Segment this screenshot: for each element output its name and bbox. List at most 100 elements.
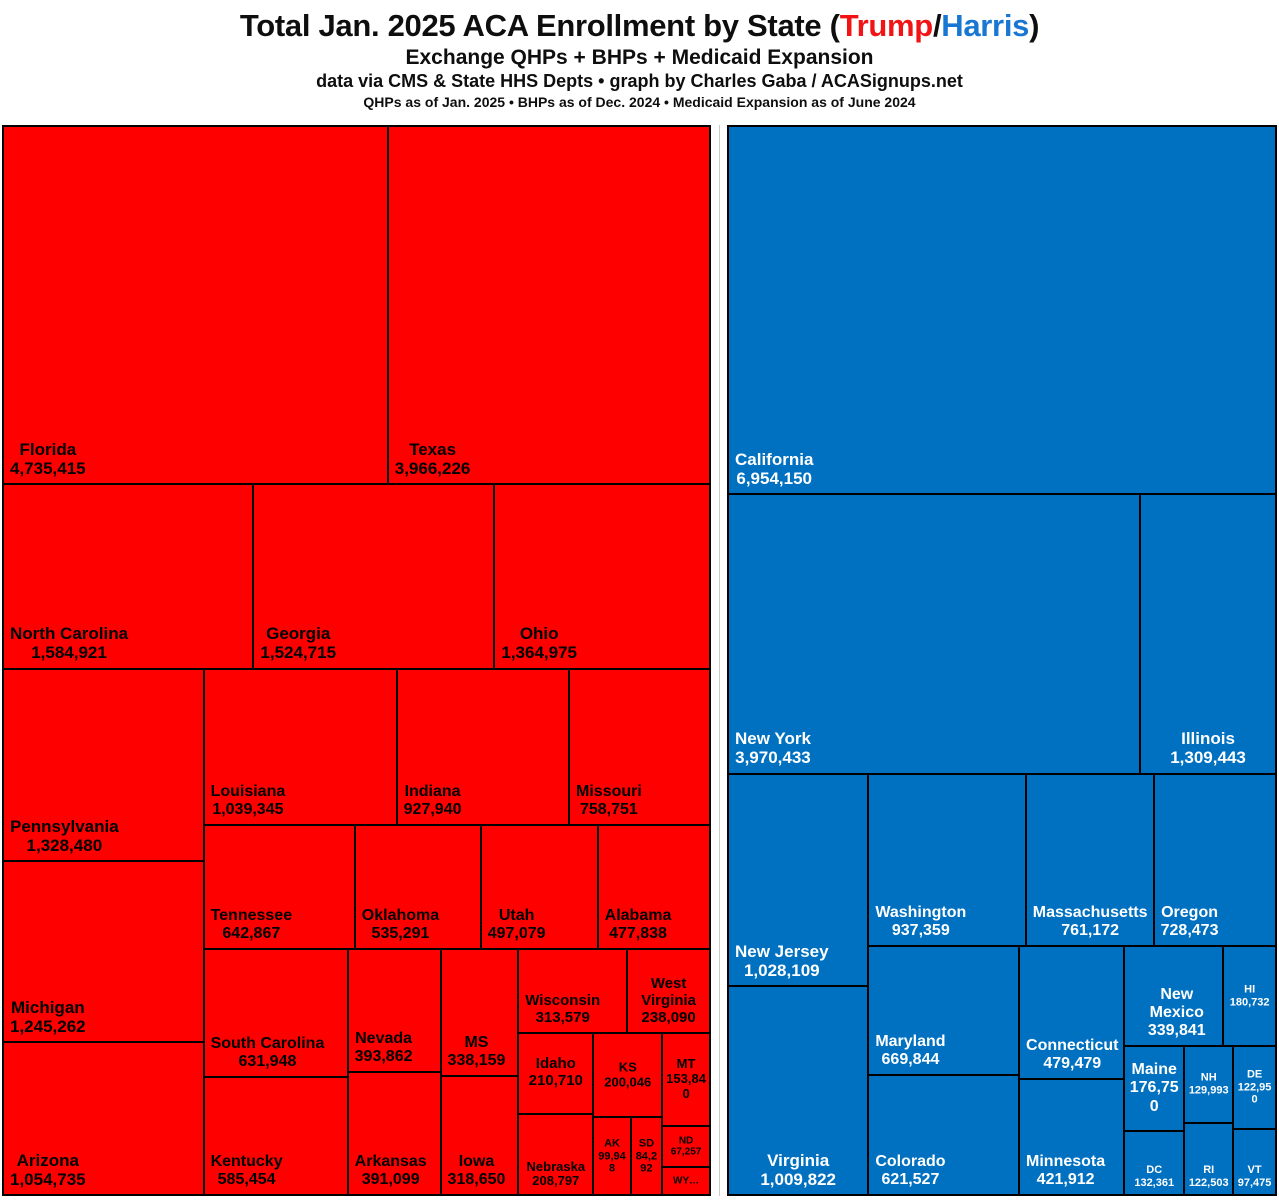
state-label: Pennsylvania 1,328,480 bbox=[10, 817, 119, 855]
treemap-cell-wa: Washington 937,359 bbox=[868, 773, 1026, 947]
state-label: ND 67,257 bbox=[665, 1135, 707, 1158]
treemap-cell-sd: SD 84,292 bbox=[630, 1117, 663, 1195]
state-label: Massachusetts 761,172 bbox=[1033, 904, 1148, 940]
treemap-cell-mi: Michigan 1,245,262 bbox=[3, 861, 204, 1042]
state-label: Utah 497,079 bbox=[488, 907, 546, 943]
chart-asof-note: QHPs as of Jan. 2025 • BHPs as of Dec. 2… bbox=[363, 94, 916, 111]
state-name: Virginia bbox=[767, 1150, 830, 1170]
treemap-cell-nv: Nevada 393,862 bbox=[347, 949, 441, 1073]
state-name: New Mexico bbox=[1149, 985, 1204, 1021]
treemap-cell-me: Maine 176,750 bbox=[1124, 1045, 1185, 1132]
state-label: Nevada 393,862 bbox=[355, 1030, 413, 1066]
state-label: Colorado 621,527 bbox=[875, 1153, 945, 1189]
state-name: ND bbox=[678, 1135, 694, 1147]
treemap-cell-ca: California 6,954,150 bbox=[728, 126, 1276, 495]
state-name: New York bbox=[735, 729, 811, 749]
treemap-cell-fl: Florida 4,735,415 bbox=[3, 126, 388, 485]
state-label: Oregon 728,473 bbox=[1161, 904, 1219, 940]
treemap-cell-ia: Iowa 318,650 bbox=[440, 1075, 519, 1195]
state-name: Oregon bbox=[1161, 904, 1218, 922]
state-label: Illinois 1,309,443 bbox=[1143, 729, 1273, 767]
state-name: Wisconsin bbox=[525, 991, 601, 1009]
treemap-cell-hi: HI 180,732 bbox=[1223, 946, 1276, 1046]
state-name: Maine bbox=[1131, 1061, 1177, 1079]
state-label: SD 84,292 bbox=[634, 1137, 659, 1174]
state-label: Tennessee 642,867 bbox=[211, 907, 293, 943]
state-name: Texas bbox=[409, 439, 457, 459]
state-name: Arkansas bbox=[354, 1152, 427, 1170]
treemap-cell-va: Virginia 1,009,822 bbox=[728, 986, 869, 1195]
state-name: SD bbox=[638, 1137, 655, 1150]
state-value: 477,838 bbox=[609, 924, 667, 942]
treemap-cell-co: Colorado 621,527 bbox=[868, 1075, 1020, 1195]
state-label: DE 122,950 bbox=[1236, 1069, 1273, 1106]
state-name: Kentucky bbox=[210, 1152, 283, 1170]
state-value: 1,584,921 bbox=[31, 643, 107, 663]
state-value: 208,797 bbox=[532, 1173, 580, 1189]
treemap-cell-ct: Connecticut 479,479 bbox=[1019, 946, 1125, 1079]
state-name: Indiana bbox=[404, 783, 461, 801]
treemap-cell-ms: MS 338,159 bbox=[440, 949, 519, 1076]
state-label: Washington 937,359 bbox=[875, 904, 966, 940]
state-label: Ohio 1,364,975 bbox=[501, 624, 577, 662]
state-value: 585,454 bbox=[217, 1170, 276, 1188]
state-name: NH bbox=[1200, 1071, 1217, 1084]
state-value: 631,948 bbox=[238, 1052, 297, 1070]
title-prefix: Total Jan. 2025 ACA Enrollment by State … bbox=[239, 8, 840, 43]
treemap-cell-md: Maryland 669,844 bbox=[868, 946, 1020, 1076]
treemap-harris-states: California 6,954,150 New York 3,970,433 Illi… bbox=[727, 125, 1277, 1196]
state-name: Pennsylvania bbox=[10, 816, 119, 836]
state-name: Alabama bbox=[604, 906, 672, 924]
state-name: West Virginia bbox=[641, 974, 696, 1009]
state-value: 393,862 bbox=[354, 1048, 413, 1066]
title-slash: / bbox=[932, 8, 942, 43]
state-value: 497,079 bbox=[487, 924, 546, 942]
state-value: 180,732 bbox=[1229, 996, 1270, 1009]
state-label: MT 153,840 bbox=[665, 1057, 707, 1101]
treemap-cell-al: Alabama 477,838 bbox=[597, 825, 710, 949]
state-label: Oklahoma 535,291 bbox=[362, 907, 439, 943]
state-label: HI 180,732 bbox=[1226, 984, 1273, 1009]
state-name: Arizona bbox=[16, 1150, 79, 1170]
state-name: AK bbox=[604, 1137, 620, 1150]
state-name: MT bbox=[676, 1056, 696, 1072]
state-label: Nebraska 208,797 bbox=[521, 1159, 590, 1189]
state-label: Michigan 1,245,262 bbox=[10, 998, 86, 1036]
state-name: Maryland bbox=[875, 1033, 946, 1051]
state-label: MS 338,159 bbox=[448, 1034, 506, 1070]
treemap-cell-ks: KS 200,046 bbox=[593, 1032, 663, 1118]
state-value: 621,527 bbox=[881, 1170, 940, 1188]
state-label: VT 97,475 bbox=[1236, 1164, 1273, 1189]
state-name: MS bbox=[464, 1033, 489, 1051]
treemap-cell-ri: RI 122,503 bbox=[1184, 1122, 1234, 1195]
state-value: 122,950 bbox=[1237, 1081, 1272, 1106]
state-name: Washington bbox=[875, 904, 967, 922]
state-label: Indiana 927,940 bbox=[404, 783, 462, 819]
column-divider bbox=[719, 125, 720, 1196]
state-value: 97,475 bbox=[1237, 1176, 1272, 1189]
treemap-cell-mo: Missouri 758,751 bbox=[569, 668, 710, 826]
state-label: Georgia 1,524,715 bbox=[260, 624, 336, 662]
state-name: HI bbox=[1244, 983, 1256, 996]
state-value: 132,361 bbox=[1134, 1176, 1175, 1189]
state-label: West Virginia 238,090 bbox=[630, 974, 707, 1027]
chart-credit: data via CMS & State HHS Depts • graph b… bbox=[316, 70, 963, 91]
state-value: 758,751 bbox=[579, 801, 638, 819]
treemap-cell-ak: AK 99,948 bbox=[593, 1117, 631, 1195]
state-value: 642,867 bbox=[222, 924, 281, 942]
state-label: Kentucky 585,454 bbox=[211, 1153, 283, 1189]
treemap-cell-sc: South Carolina 631,948 bbox=[203, 949, 348, 1077]
treemap-cell-ga: Georgia 1,524,715 bbox=[253, 484, 495, 669]
state-value: 1,364,975 bbox=[501, 643, 577, 663]
state-value: 1,524,715 bbox=[260, 643, 337, 663]
state-name: Idaho bbox=[535, 1055, 576, 1073]
treemap-cell-il: Illinois 1,309,443 bbox=[1140, 494, 1276, 774]
state-label: Arkansas 391,099 bbox=[355, 1153, 427, 1189]
treemap-cell-nh: NH 129,993 bbox=[1184, 1045, 1234, 1123]
state-value: 318,650 bbox=[447, 1170, 506, 1188]
state-label: AK 99,948 bbox=[596, 1137, 627, 1174]
treemap-cell-mt: MT 153,840 bbox=[662, 1032, 710, 1127]
state-value: 535,291 bbox=[371, 924, 430, 942]
state-value: 669,844 bbox=[881, 1051, 940, 1069]
state-name: Colorado bbox=[875, 1152, 946, 1170]
